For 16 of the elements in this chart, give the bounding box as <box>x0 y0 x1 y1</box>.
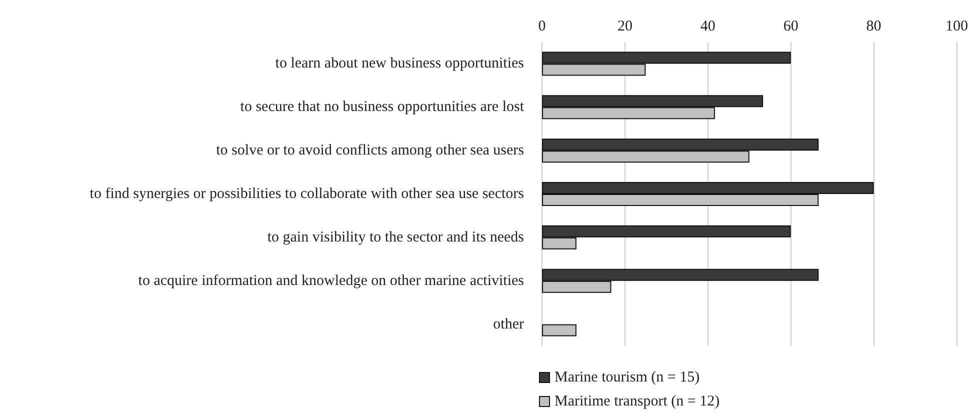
x-tick-label: 80 <box>866 18 882 34</box>
x-tick-label: 0 <box>538 18 546 34</box>
x-tick-label: 100 <box>946 18 968 34</box>
x-tick-label: 20 <box>617 18 632 34</box>
legend-label: Marine tourism (n = 15) <box>554 370 700 386</box>
bar <box>542 324 576 336</box>
y-tick-label: to find synergies or possibilities to collaborate with other sea use sectors <box>90 186 524 202</box>
y-tick-label: to learn about new business opportunities <box>275 56 524 72</box>
x-tick-label: 40 <box>700 18 716 34</box>
x-tick-label: 60 <box>783 18 798 34</box>
y-tick-label: to solve or to avoid conflicts among other sea users <box>216 142 524 159</box>
y-tick-label: to secure that no business opportunities are lost <box>240 99 525 116</box>
y-tick-label: other <box>493 316 524 332</box>
legend-label: Maritime transport (n = 12) <box>554 394 720 410</box>
y-tick-label: to acquire information and knowledge on other marine activities <box>138 272 524 289</box>
y-tick-label: to gain visibility to the sector and its needs <box>267 229 524 246</box>
